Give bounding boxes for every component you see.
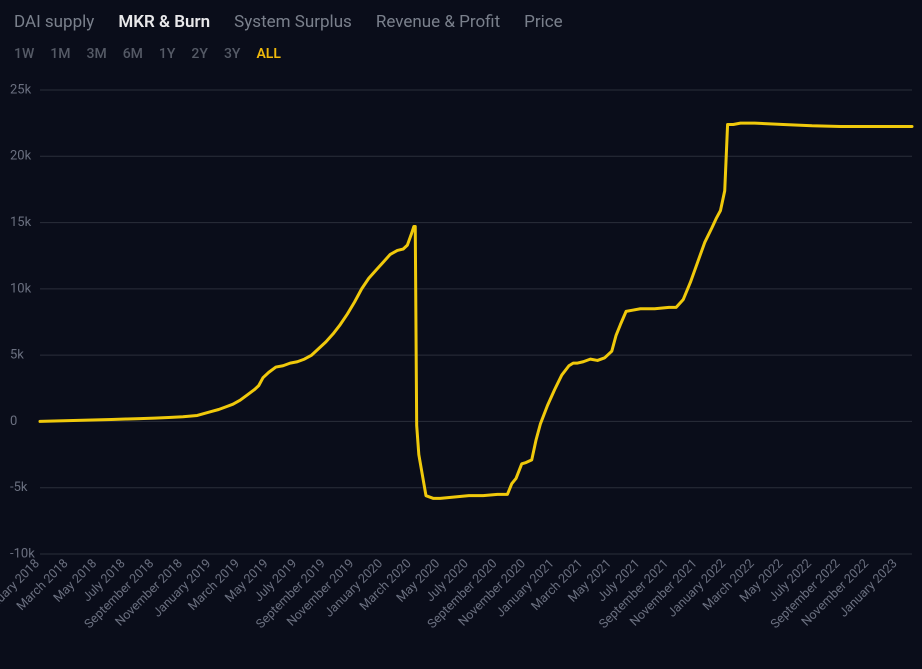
svg-text:20k: 20k [10,149,32,164]
range-3y[interactable]: 3Y [224,46,241,62]
svg-text:15k: 15k [10,215,32,230]
range-2y[interactable]: 2Y [191,46,208,62]
time-range-selector: 1W 1M 3M 6M 1Y 2Y 3Y ALL [0,36,922,62]
metric-tabs: DAI supply MKR & Burn System Surplus Rev… [0,0,922,36]
range-6m[interactable]: 6M [123,46,143,62]
svg-text:5k: 5k [10,348,24,363]
range-all[interactable]: ALL [256,46,280,62]
svg-text:10k: 10k [10,281,32,296]
tab-dai-supply[interactable]: DAI supply [14,12,94,32]
range-3m[interactable]: 3M [87,46,107,62]
tab-system-surplus[interactable]: System Surplus [234,12,352,32]
range-1w[interactable]: 1W [14,46,34,62]
line-chart: -10k-5k05k10k15k20k25kJanuary 2018March … [0,76,922,669]
svg-text:25k: 25k [10,82,32,97]
tab-price[interactable]: Price [524,12,563,32]
svg-text:-5k: -5k [10,480,28,495]
range-1m[interactable]: 1M [50,46,70,62]
tab-revenue-profit[interactable]: Revenue & Profit [376,12,500,32]
tab-mkr-burn[interactable]: MKR & Burn [118,12,210,32]
range-1y[interactable]: 1Y [159,46,176,62]
chart-area[interactable]: -10k-5k05k10k15k20k25kJanuary 2018March … [0,76,922,669]
svg-text:0: 0 [10,414,17,429]
